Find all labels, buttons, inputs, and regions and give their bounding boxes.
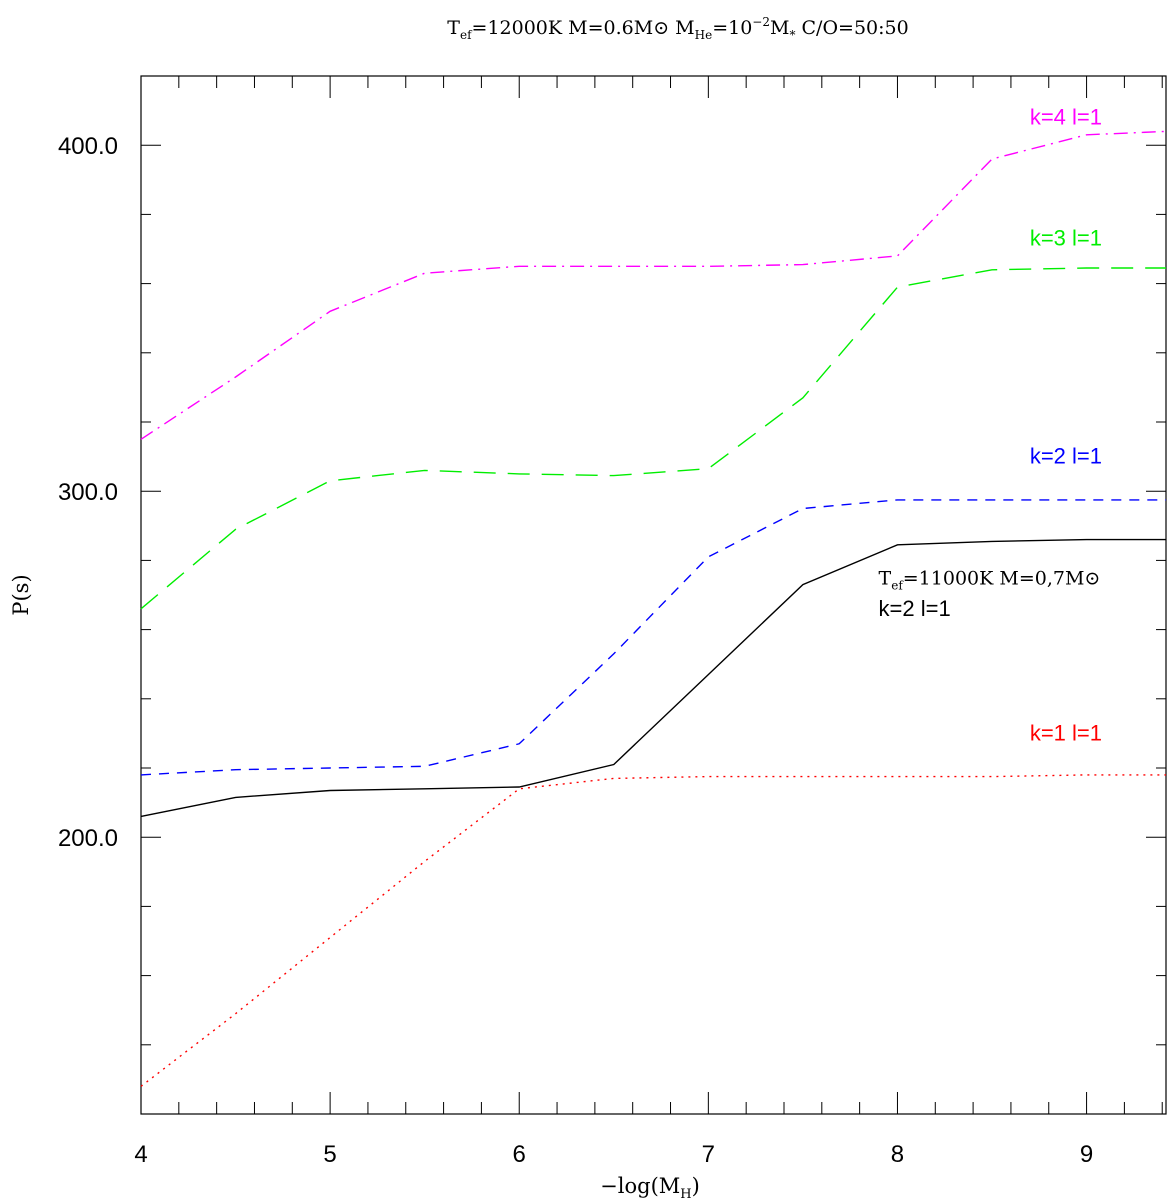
series-line-0 [140, 130, 1167, 440]
y-tick-label: 400.0 [58, 133, 118, 160]
plot-border [140, 75, 1167, 1115]
curve-label-2: k=2 l=1 [1030, 444, 1102, 469]
x-axis-label: −log(MH) [600, 1174, 700, 1202]
y-axis-label: P(s) [9, 574, 33, 615]
curve-label-1: k=3 l=1 [1030, 226, 1102, 251]
chart-title: Tef=12000K M=0.6M⊙ MHe=10−2M* C/O=50:50 [447, 15, 908, 42]
x-tick-label: 6 [513, 1141, 526, 1168]
curve-label-4: k=2 l=1 [879, 596, 951, 621]
x-tick-label: 7 [702, 1141, 715, 1168]
x-tick-label: 4 [134, 1141, 147, 1168]
series-line-4 [140, 538, 1166, 818]
y-tick-label: 300.0 [58, 479, 118, 506]
series-lines [140, 130, 1167, 1087]
series-line-3 [140, 774, 1166, 1087]
axis-ticks: 4 5 6 7 8 9 200.0 300.0 400.0 [58, 75, 1166, 1168]
series-line-1 [140, 267, 1166, 610]
x-tick-label: 8 [891, 1141, 904, 1168]
curve-labels: k=4 l=1 k=3 l=1 k=2 l=1 k=1 l=1 k=2 l=1 [879, 104, 1102, 745]
x-tick-label: 5 [323, 1141, 336, 1168]
plot-frame [140, 75, 1167, 1115]
x-tick-label: 9 [1080, 1141, 1093, 1168]
series-line-2 [140, 499, 1166, 776]
black-curve-note: Tef=11000K M=0,7M⊙ [879, 568, 1101, 593]
curve-label-0: k=4 l=1 [1030, 104, 1102, 129]
y-tick-label: 200.0 [58, 825, 118, 852]
curve-label-3: k=1 l=1 [1030, 720, 1102, 745]
